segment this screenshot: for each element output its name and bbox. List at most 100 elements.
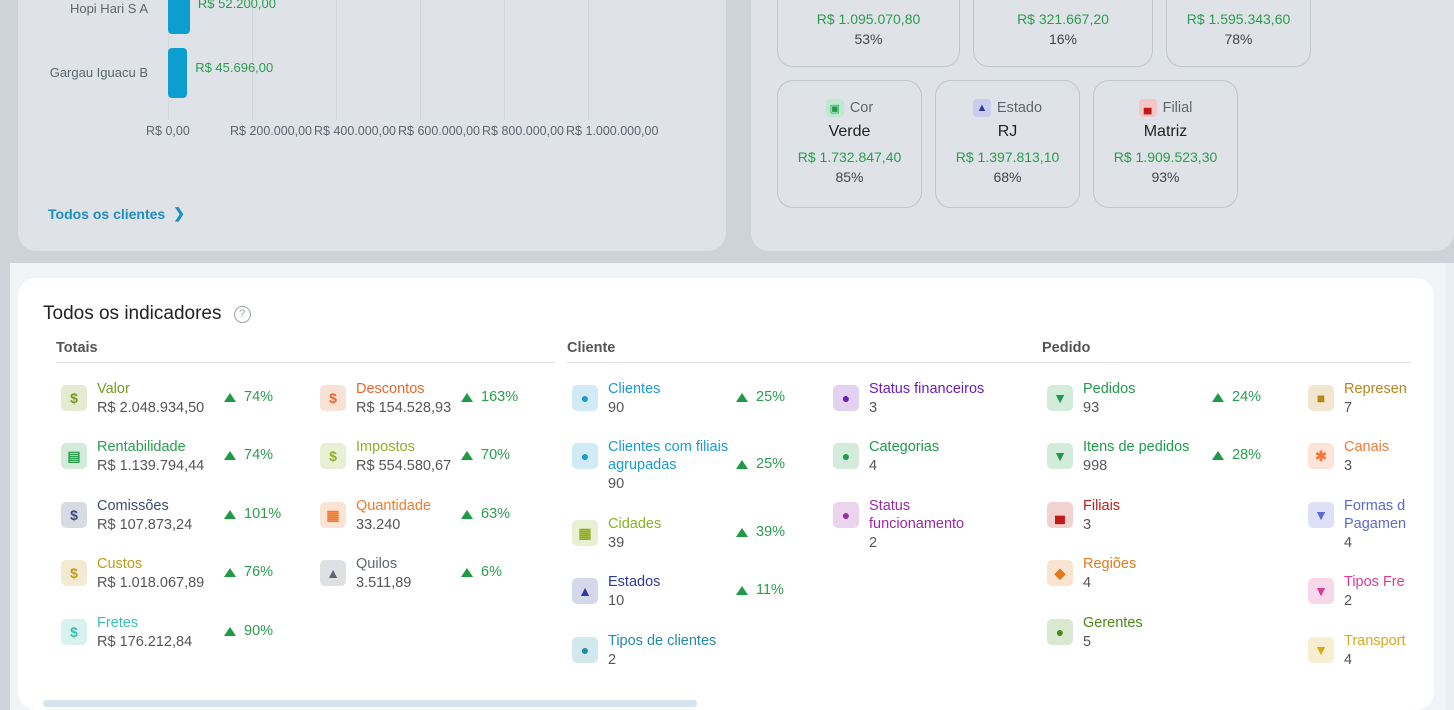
- summary-card-2[interactable]: R$ 321.667,20 16%: [973, 0, 1153, 67]
- operating-status-icon: ●: [833, 502, 859, 528]
- dollar-coin-icon: $: [61, 502, 87, 528]
- summary-card-cor[interactable]: ▣ Cor Verde R$ 1.732.847,40 85%: [777, 80, 922, 208]
- indicator-value: R$ 154.528,93: [356, 400, 452, 416]
- money-stack-icon: ▤: [61, 443, 87, 469]
- indicator-trend: 70%: [461, 447, 510, 463]
- indicator-item[interactable]: ▦ Cidades 39: [572, 515, 661, 553]
- card-label: Cor: [849, 100, 874, 116]
- chart-gridline: [504, 0, 505, 120]
- indicator-trend: 25%: [736, 389, 785, 405]
- indicator-item[interactable]: ✱ Canais 3: [1308, 438, 1389, 476]
- summary-card-1[interactable]: R$ 1.095.070,80 53%: [777, 0, 960, 67]
- chart-category-label: Hopi Hari S A: [69, 1, 148, 16]
- indicator-item[interactable]: ● Gerentes 5: [1047, 614, 1143, 652]
- section-pedido: Pedido: [1042, 340, 1091, 356]
- chevron-right-icon: ❯: [173, 205, 185, 221]
- manager-icon: ●: [1047, 619, 1073, 645]
- color-icon: ▣: [825, 99, 844, 117]
- indicator-item[interactable]: ● Categorias 4: [833, 438, 939, 476]
- indicator-name: Pedidos: [1083, 381, 1136, 397]
- indicator-item[interactable]: ◆ Regiões 4: [1047, 555, 1136, 593]
- all-clients-link[interactable]: Todos os clientes ❯: [48, 205, 185, 222]
- section-divider: [1042, 362, 1411, 363]
- indicator-trend: 74%: [224, 389, 273, 405]
- help-icon[interactable]: ?: [233, 305, 251, 323]
- indicator-item[interactable]: ▲ Estados 10: [572, 573, 660, 611]
- indicator-item[interactable]: ▼ Tipos Fre 2: [1308, 573, 1405, 611]
- indicator-item[interactable]: $ Fretes R$ 176.212,84: [61, 614, 192, 652]
- trend-up-icon: [224, 567, 236, 577]
- indicator-item[interactable]: $ Comissões R$ 107.873,24: [61, 497, 192, 535]
- chart-bar[interactable]: [168, 48, 188, 98]
- chart-x-tick-label: R$ 200.000,00: [230, 124, 313, 138]
- trend-percent: 39%: [756, 524, 786, 540]
- indicator-value: R$ 1.139.794,44: [97, 458, 205, 474]
- indicator-trend: 63%: [461, 506, 510, 522]
- card-percent: 16%: [1048, 31, 1078, 47]
- indicator-item[interactable]: ● Tipos de clientes 2: [572, 632, 716, 670]
- trend-percent: 63%: [481, 506, 511, 522]
- card-percent: 78%: [1224, 31, 1253, 47]
- card-money: R$ 1.732.847,40: [797, 149, 902, 165]
- indicator-trend: 163%: [461, 389, 518, 405]
- indicator-value: 90: [608, 400, 625, 416]
- chart-x-tick-label: R$ 800.000,00: [482, 124, 565, 138]
- summary-card-filial[interactable]: ▄ Filial Matriz R$ 1.909.523,30 93%: [1093, 80, 1238, 208]
- indicator-item[interactable]: $ Custos R$ 1.018.067,89: [61, 555, 204, 593]
- indicators-title: Todos os indicadores ?: [43, 303, 251, 325]
- branch-factory-icon: ▄: [1047, 502, 1073, 528]
- indicator-item[interactable]: ▤ Rentabilidade R$ 1.139.794,44: [61, 438, 204, 476]
- indicator-name: Canais: [1344, 439, 1390, 455]
- indicator-name: Formas d Pagamen: [1344, 498, 1407, 532]
- card-value: Matriz: [1143, 123, 1188, 140]
- card-label: Filial: [1162, 100, 1193, 116]
- summary-card-3[interactable]: R$ 1.595.343,60 78%: [1166, 0, 1311, 67]
- indicator-item[interactable]: $ Impostos R$ 554.580,67: [320, 438, 451, 476]
- summary-cards-panel: R$ 1.095.070,80 53% R$ 321.667,20 16% R$…: [751, 0, 1454, 251]
- summary-card-estado[interactable]: ▲ Estado RJ R$ 1.397.813,10 68%: [935, 80, 1080, 208]
- indicator-name: Quantidade: [356, 498, 431, 514]
- card-money: R$ 1.909.523,30: [1113, 149, 1218, 165]
- card-percent: 93%: [1151, 169, 1180, 185]
- vertical-scrollbar[interactable]: [1446, 263, 1454, 710]
- indicator-value: R$ 554.580,67: [356, 458, 452, 474]
- section-divider: [567, 362, 1057, 363]
- indicator-item[interactable]: ▼ Pedidos 93: [1047, 380, 1135, 418]
- indicator-value: 39: [608, 535, 625, 551]
- indicator-name: Clientes: [608, 381, 661, 397]
- chart-category-label: Gargau Iguacu B: [49, 65, 148, 80]
- indicator-item[interactable]: ▼ Formas d Pagamen 4: [1308, 497, 1408, 553]
- indicator-item[interactable]: ▲ Quilos 3.511,89: [320, 555, 411, 593]
- payment-cart-icon: ▼: [1308, 502, 1334, 528]
- card-value: RJ: [997, 123, 1018, 140]
- trend-up-icon: [461, 567, 473, 577]
- indicator-name: Comissões: [97, 498, 169, 514]
- indicator-item[interactable]: ▼ Itens de pedidos 998: [1047, 438, 1189, 476]
- indicator-value: 33.240: [356, 517, 401, 533]
- indicator-item[interactable]: ■ Represen 7: [1308, 380, 1407, 418]
- indicator-name: Status financeiros: [869, 381, 985, 397]
- chart-bar[interactable]: [168, 0, 190, 34]
- indicator-item[interactable]: ● Clientes com filiais agrupadas 90: [572, 438, 738, 494]
- indicator-item[interactable]: ▼ Transport 4: [1308, 632, 1406, 670]
- trend-percent: 70%: [481, 447, 511, 463]
- indicator-item[interactable]: $ Descontos R$ 154.528,93: [320, 380, 451, 418]
- indicators-title-text: Todos os indicadores: [43, 303, 222, 324]
- indicator-name: Cidades: [608, 516, 662, 532]
- indicator-item[interactable]: ● Clientes 90: [572, 380, 660, 418]
- indicator-value: 2: [869, 535, 878, 551]
- indicator-item[interactable]: ● Status financeiros 3: [833, 380, 984, 418]
- indicator-item[interactable]: ▦ Quantidade 33.240: [320, 497, 431, 535]
- trend-up-icon: [224, 626, 236, 636]
- card-money: R$ 1.595.343,60: [1186, 11, 1291, 27]
- indicator-item[interactable]: ▄ Filiais 3: [1047, 497, 1120, 535]
- trend-percent: 76%: [244, 564, 274, 580]
- channels-icon: ✱: [1308, 443, 1334, 469]
- indicator-item[interactable]: $ Valor R$ 2.048.934,50: [61, 380, 204, 418]
- horizontal-scrollbar[interactable]: [43, 700, 697, 707]
- indicator-trend: 76%: [224, 564, 273, 580]
- indicator-value: R$ 107.873,24: [97, 517, 193, 533]
- indicator-item[interactable]: ● Status funcionamento 2: [833, 497, 1009, 553]
- indicator-name: Represen: [1344, 381, 1407, 397]
- trend-up-icon: [224, 450, 236, 460]
